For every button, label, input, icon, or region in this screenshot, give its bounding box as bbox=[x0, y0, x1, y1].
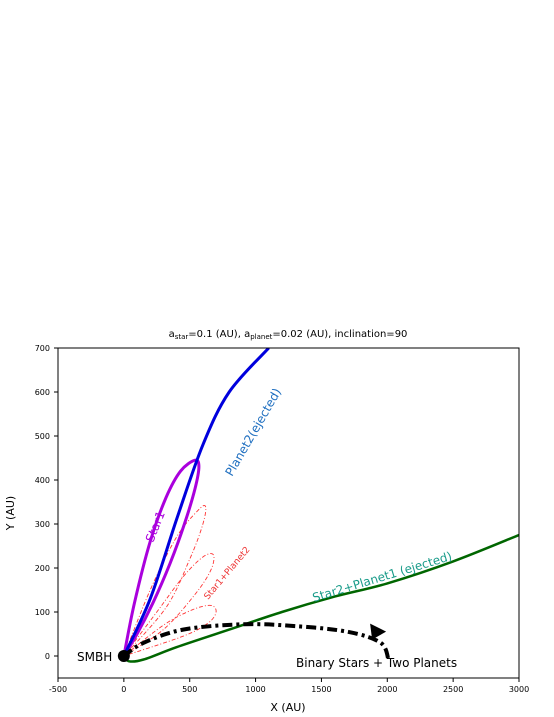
star1-planet2-label: Star1+Planet2 bbox=[203, 545, 253, 602]
star2-planet1-label: Star2+Planet1 (ejected) bbox=[311, 549, 454, 605]
chart-title: astar=0.1 (AU), aplanet=0.02 (AU), incli… bbox=[169, 329, 408, 341]
y-axis-label: Y (AU) bbox=[4, 496, 17, 531]
y-tick-label: 100 bbox=[35, 608, 50, 617]
smbh-label: SMBH bbox=[77, 650, 112, 664]
x-tick-label: 2500 bbox=[443, 685, 463, 694]
star2-planet1-trajectory bbox=[122, 533, 519, 663]
planet2-trajectory bbox=[122, 348, 270, 657]
y-axis-ticks: 0 100 200 300 400 500 600 700 bbox=[35, 344, 58, 661]
x-tick-label: 2000 bbox=[377, 685, 397, 694]
star1-planet2-loop bbox=[123, 504, 207, 657]
x-axis-label: X (AU) bbox=[270, 701, 305, 714]
star1-label: Star1 bbox=[143, 509, 168, 544]
x-tick-label: -500 bbox=[49, 685, 67, 694]
smbh-marker bbox=[117, 650, 130, 662]
y-tick-label: 300 bbox=[35, 520, 50, 529]
star1-planet2-loop bbox=[123, 604, 217, 657]
plot-frame bbox=[57, 347, 520, 679]
binary-path bbox=[122, 622, 391, 662]
planet2-label: Planet2(ejected) bbox=[222, 386, 284, 479]
star1-planet2-loop bbox=[123, 553, 215, 657]
y-tick-label: 0 bbox=[45, 652, 50, 661]
x-tick-label: 1000 bbox=[245, 685, 265, 694]
x-tick-label: 1500 bbox=[311, 685, 331, 694]
y-tick-label: 500 bbox=[35, 432, 50, 441]
annotations: SMBH Star1 Planet2(ejected) Star1+Planet2 St… bbox=[77, 386, 457, 670]
y-tick-label: 200 bbox=[35, 564, 50, 573]
y-tick-label: 600 bbox=[35, 388, 50, 397]
binary-arrow-head bbox=[370, 623, 387, 640]
x-tick-label: 500 bbox=[182, 685, 197, 694]
x-tick-label: 3000 bbox=[509, 685, 529, 694]
binary-label: Binary Stars + Two Planets bbox=[296, 656, 457, 670]
x-tick-label: 0 bbox=[121, 685, 126, 694]
y-tick-label: 400 bbox=[35, 476, 50, 485]
plot-area bbox=[117, 348, 519, 663]
y-tick-label: 700 bbox=[35, 344, 50, 353]
x-axis-ticks: -500 0 500 1000 1500 2000 2500 3000 bbox=[49, 678, 529, 694]
star1-orbit bbox=[122, 458, 201, 657]
